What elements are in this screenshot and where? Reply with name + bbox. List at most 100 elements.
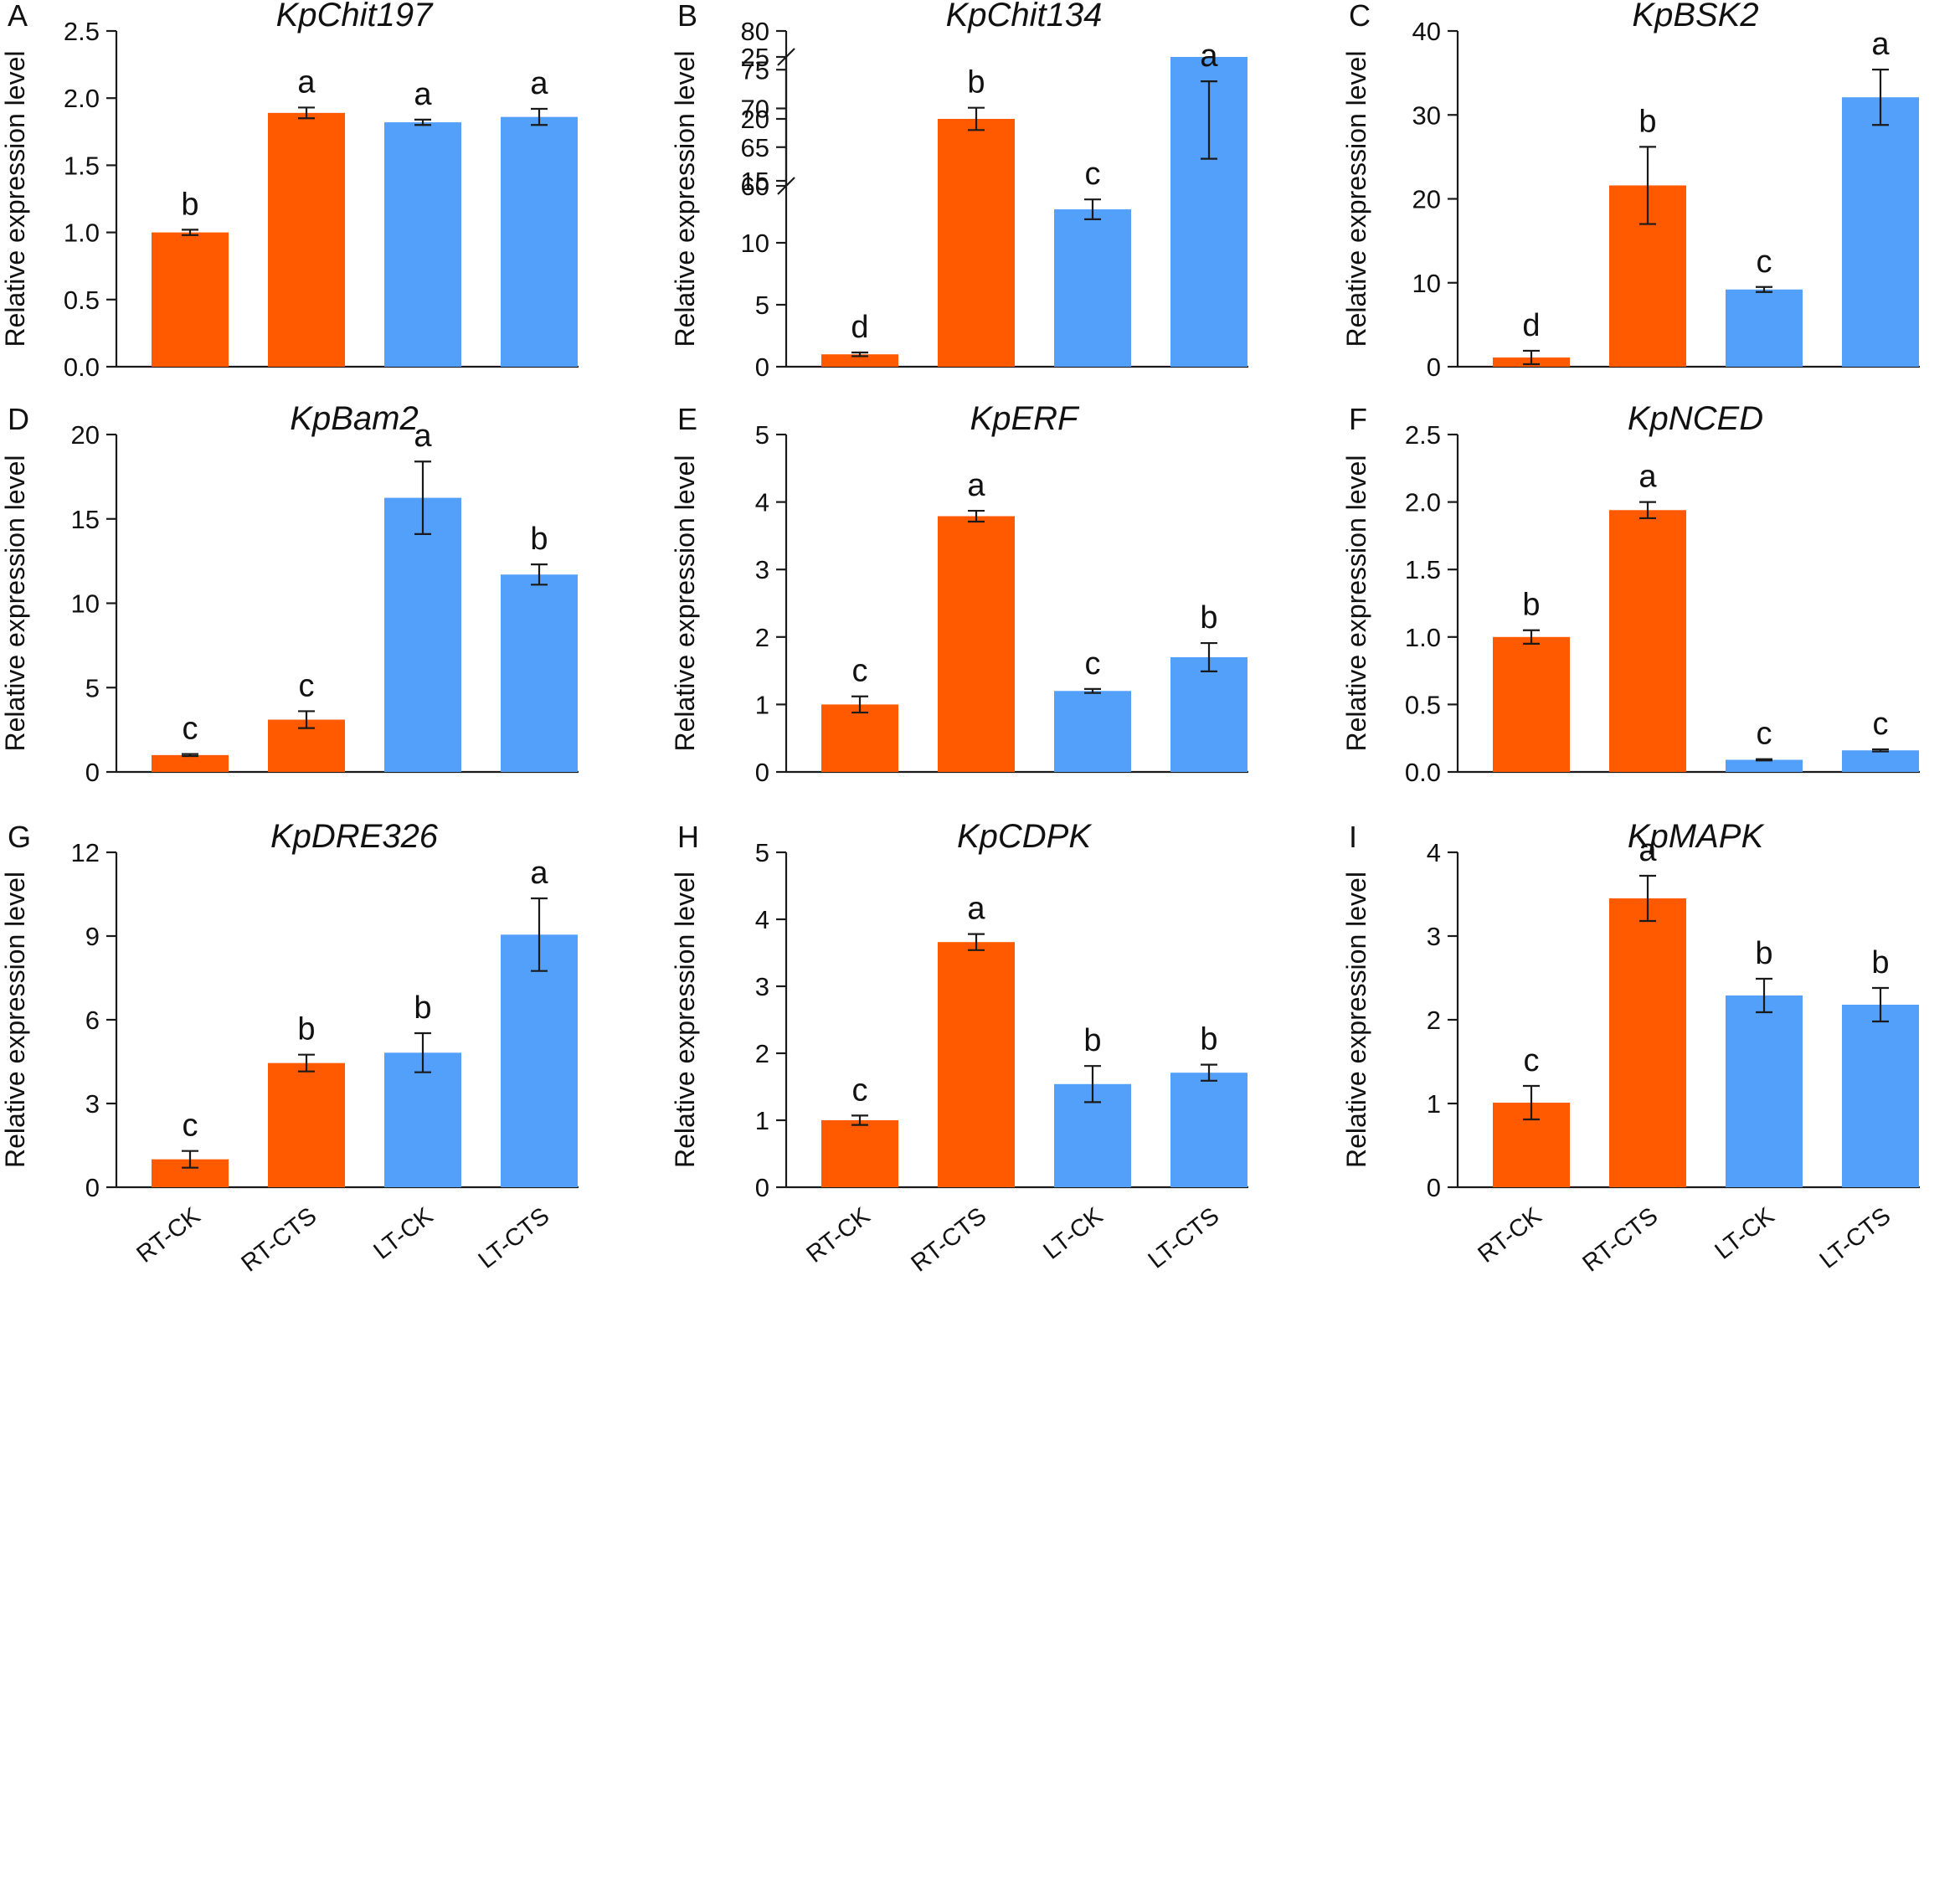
bar — [1170, 656, 1248, 772]
y-tick-label: 10 — [71, 589, 100, 619]
chart-title: KpChit134 — [946, 0, 1103, 33]
x-tick-label: RT-CK — [1473, 1202, 1546, 1268]
bar — [1842, 750, 1919, 772]
x-tick-label: LT-CTS — [474, 1202, 555, 1273]
y-tick-label: 2 — [1427, 1006, 1441, 1035]
y-tick-label: 20 — [741, 105, 769, 134]
significance-letter: c — [1757, 717, 1772, 752]
bar — [501, 116, 578, 367]
y-tick-label: 3 — [1427, 922, 1441, 951]
y-axis-label: Relative expression level — [0, 51, 30, 347]
significance-letter: a — [967, 468, 985, 503]
bar — [1054, 691, 1131, 772]
significance-letter: c — [852, 654, 868, 689]
panel-b: B KpChit134 Relative expression level 0 5 10 1… — [670, 0, 1248, 382]
significance-letter: b — [1522, 588, 1540, 623]
significance-letter: b — [1871, 945, 1889, 980]
significance-letter: b — [181, 187, 198, 222]
panel-letter: A — [8, 0, 28, 33]
y-tick-label: 0 — [1427, 352, 1441, 382]
bar — [821, 354, 898, 367]
panel-f: F KpNCED Relative expression level 0.0 0.5 1.… — [1341, 400, 1920, 787]
bar — [384, 122, 461, 367]
chart-title: KpMAPK — [1628, 818, 1766, 855]
y-axis-label: Relative expression level — [1341, 51, 1371, 347]
significance-letter: c — [1085, 646, 1101, 682]
significance-letter: a — [530, 66, 548, 101]
y-tick-label: 4 — [755, 905, 769, 934]
significance-letter: a — [414, 419, 432, 454]
bar — [1170, 1073, 1248, 1187]
panel-letter: C — [1349, 0, 1371, 33]
significance-letter: a — [530, 856, 548, 891]
bar — [1726, 289, 1803, 367]
significance-letter: c — [183, 712, 198, 747]
y-tick-label: 15 — [71, 505, 100, 534]
bar — [938, 516, 1015, 772]
bar — [1609, 898, 1686, 1187]
y-tick-label: 75 — [741, 55, 769, 85]
panel-letter: F — [1349, 402, 1367, 436]
significance-letter: b — [530, 522, 548, 557]
y-tick-label: 0 — [755, 758, 769, 787]
x-tick-label: RT-CK — [131, 1202, 205, 1268]
panel-h: H KpCDPK Relative expression level 0 1 2 3 4 5 c R… — [670, 818, 1248, 1278]
y-tick-label: 0 — [1427, 1173, 1441, 1202]
chart-title: KpERF — [970, 400, 1080, 437]
panel-letter: E — [677, 402, 697, 436]
x-tick-label: LT-CTS — [1144, 1202, 1225, 1273]
significance-letter: b — [1638, 104, 1656, 139]
x-tick-label: LT-CTS — [1815, 1202, 1896, 1273]
y-axis-label: Relative expression level — [670, 51, 700, 347]
y-tick-label: 4 — [755, 488, 769, 517]
panel-a: A KpChit197 Relative expression level 0.0 0.… — [0, 0, 579, 382]
significance-letter: a — [414, 77, 432, 112]
significance-letter: b — [967, 65, 985, 100]
y-axis-label: Relative expression level — [1341, 872, 1371, 1168]
y-tick-label: 1 — [755, 1106, 769, 1135]
bar — [501, 934, 578, 1187]
x-tick-label: LT-CK — [369, 1202, 439, 1265]
y-tick-label: 2 — [755, 623, 769, 652]
bar — [384, 1052, 461, 1187]
significance-letter: c — [1873, 707, 1889, 742]
bar — [1609, 510, 1686, 772]
y-axis-label: Relative expression level — [670, 872, 700, 1168]
y-axis-label: Relative expression level — [0, 872, 30, 1168]
significance-letter: c — [299, 668, 315, 703]
y-tick-label: 12 — [71, 838, 100, 867]
bar — [1726, 995, 1803, 1187]
panel-c: C KpBSK2 Relative expression level 0 10 20 30 4… — [1341, 0, 1920, 382]
chart-title: KpNCED — [1628, 400, 1763, 437]
y-tick-label: 1 — [1427, 1089, 1441, 1119]
significance-letter: a — [297, 64, 316, 100]
y-tick-label: 60 — [741, 172, 769, 201]
significance-letter: b — [1200, 600, 1217, 635]
panel-g: G KpDRE326 Relative expression level 0 3 6 9 12… — [0, 818, 579, 1278]
y-tick-label: 1.0 — [64, 219, 100, 248]
bar — [268, 112, 345, 367]
panel-letter: I — [1349, 820, 1357, 854]
significance-letter: d — [851, 310, 868, 345]
y-tick-label: 0 — [755, 352, 769, 382]
y-tick-label: 5 — [755, 838, 769, 867]
x-tick-label: LT-CK — [1039, 1202, 1109, 1265]
y-tick-label: 3 — [755, 555, 769, 584]
panel-letter: D — [8, 402, 29, 436]
chart-title: KpChit197 — [276, 0, 435, 33]
y-tick-label: 2.5 — [1405, 420, 1441, 450]
x-tick-label: RT-CTS — [1577, 1202, 1663, 1277]
panel-letter: H — [677, 820, 699, 854]
y-tick-label: 2.0 — [64, 84, 100, 113]
x-tick-label: RT-CK — [801, 1202, 875, 1268]
bar — [268, 1062, 345, 1187]
y-tick-label: 0 — [755, 1173, 769, 1202]
significance-letter: a — [1638, 460, 1657, 495]
y-axis-label: Relative expression level — [0, 455, 30, 752]
y-tick-label: 3 — [85, 1089, 100, 1119]
y-tick-label: 3 — [755, 972, 769, 1001]
significance-letter: d — [1522, 308, 1540, 343]
x-tick-label: LT-CK — [1710, 1202, 1780, 1265]
y-tick-label: 5 — [85, 673, 100, 702]
y-tick-label: 9 — [85, 922, 100, 951]
